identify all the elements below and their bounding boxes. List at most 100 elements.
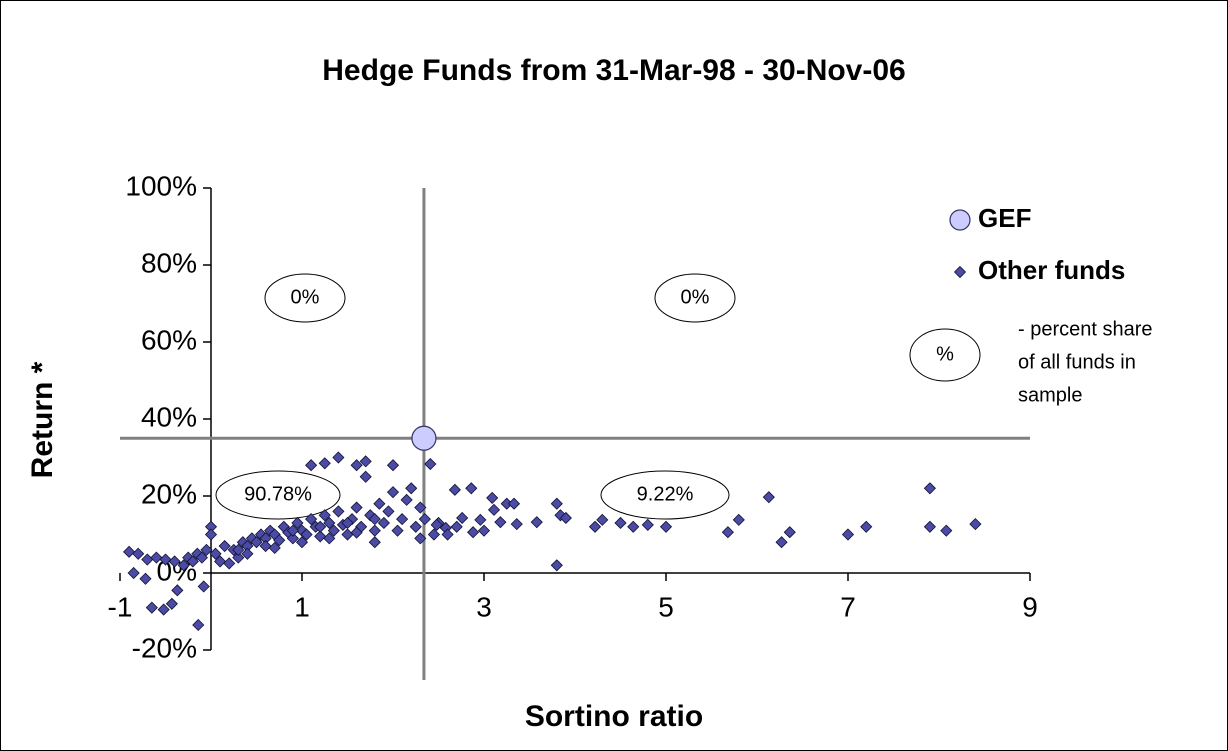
point [418, 513, 431, 526]
point [424, 457, 437, 471]
point [232, 543, 245, 556]
point [477, 524, 491, 537]
point [430, 518, 443, 531]
point [860, 520, 873, 533]
point [291, 516, 304, 530]
legend-marker [949, 209, 971, 231]
point [157, 603, 170, 616]
x-axis-title: Sortino ratio [525, 700, 703, 733]
point [382, 505, 395, 518]
chart-title: Hedge Funds from 31-Mar-98 - 30-Nov-06 [322, 54, 905, 87]
point [530, 516, 543, 529]
point [218, 539, 231, 553]
point [762, 491, 775, 504]
point [165, 597, 178, 610]
point [510, 518, 523, 531]
point [783, 526, 796, 539]
y-tick-label: 80% [141, 247, 197, 278]
point [295, 536, 309, 549]
legend-note-bubble [909, 328, 981, 382]
annotation: 0% [681, 286, 710, 308]
point [192, 618, 205, 632]
point [627, 520, 640, 533]
legend-note-line: of all funds in [1018, 351, 1136, 373]
point [177, 559, 190, 572]
point [150, 551, 163, 564]
point [923, 520, 936, 533]
point [209, 547, 222, 560]
point [588, 520, 602, 533]
point [550, 497, 563, 510]
point [614, 516, 627, 530]
point [168, 555, 181, 568]
point [145, 601, 158, 614]
point [391, 524, 404, 537]
point [377, 516, 390, 530]
point [350, 526, 363, 539]
point [400, 493, 413, 506]
point [250, 536, 263, 549]
annotation-bubble [264, 273, 346, 323]
annotation: 9.22% [637, 483, 694, 505]
point [200, 543, 213, 556]
point [159, 553, 172, 566]
point [641, 518, 654, 531]
point [386, 486, 400, 499]
point [559, 511, 572, 525]
point [386, 459, 400, 472]
point [441, 528, 454, 541]
y-tick-label: 40% [141, 401, 197, 432]
annotation-bubble [600, 470, 730, 520]
point [127, 566, 140, 580]
point [197, 580, 210, 593]
point [396, 513, 409, 526]
point [286, 524, 299, 537]
point [318, 509, 331, 522]
point [841, 528, 855, 541]
point [195, 551, 208, 564]
y-tick-label: 60% [141, 324, 197, 355]
point [286, 532, 299, 545]
point [314, 530, 327, 543]
point [969, 518, 982, 531]
point [214, 555, 227, 568]
point [232, 551, 245, 564]
point [596, 513, 609, 526]
point [273, 534, 286, 547]
point [923, 482, 936, 495]
legend-label: Other funds [978, 255, 1125, 285]
point [332, 451, 345, 464]
point [323, 516, 336, 530]
point [241, 547, 254, 560]
point [259, 539, 272, 553]
point [659, 520, 673, 533]
point [411, 425, 437, 451]
point [414, 501, 427, 514]
point [204, 528, 218, 541]
legend-note-symbol: % [936, 343, 954, 365]
point [318, 457, 331, 470]
point [494, 516, 507, 529]
annotation: 90.78% [244, 483, 312, 505]
point [368, 513, 381, 526]
point [223, 557, 236, 570]
point [268, 541, 281, 555]
annotation: 0% [291, 286, 320, 308]
point [171, 584, 184, 597]
point [940, 524, 953, 537]
point [507, 497, 521, 510]
point [300, 528, 313, 541]
point [448, 483, 461, 496]
point [721, 526, 734, 539]
x-tick-label: 9 [1022, 591, 1038, 622]
legend-label: GEF [978, 203, 1031, 233]
point [467, 526, 480, 539]
point [314, 520, 327, 533]
x-tick-label: -1 [108, 591, 133, 622]
point [409, 520, 422, 533]
point [474, 513, 487, 526]
point [732, 513, 745, 526]
point [486, 491, 499, 504]
point [550, 559, 563, 572]
